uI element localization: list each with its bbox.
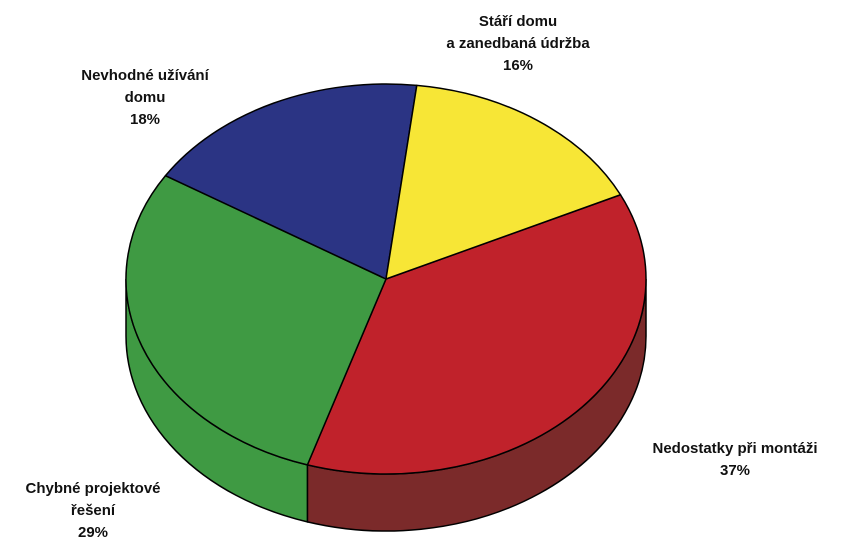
slice-label-line-2-0: Nevhodné užívání bbox=[81, 67, 209, 84]
pie-slice-2 bbox=[164, 83, 418, 280]
slice-label-line-3-0: Stáří domu bbox=[479, 13, 557, 30]
slice-label-line-1-0: Chybné projektové bbox=[25, 480, 160, 497]
pie-slice-1 bbox=[125, 174, 387, 466]
slice-value-0: 37% bbox=[720, 462, 750, 479]
slice-label-0: Nedostatky při montáži 37% bbox=[652, 440, 817, 479]
pie-slice-0 bbox=[306, 193, 647, 475]
slice-value-2: 18% bbox=[130, 111, 160, 128]
slice-label-line-0-0: Nedostatky při montáži bbox=[652, 440, 817, 457]
slice-value-1: 29% bbox=[78, 524, 108, 541]
pie-slice-3 bbox=[385, 84, 622, 280]
pie-labels: Nedostatky při montáži 37% Chybné projekto… bbox=[25, 13, 817, 541]
slice-label-line-2-1: domu bbox=[125, 89, 166, 106]
slice-label-2: Nevhodné užívání domu 18% bbox=[81, 67, 209, 128]
slice-label-3: Stáří domu a zanedbaná údržba 16% bbox=[446, 13, 590, 74]
slice-label-line-3-1: a zanedbaná údržba bbox=[446, 35, 590, 52]
slice-label-line-1-1: řešení bbox=[71, 502, 116, 519]
slice-value-3: 16% bbox=[503, 57, 533, 74]
slice-label-1: Chybné projektové řešení 29% bbox=[25, 480, 160, 541]
pie-slices bbox=[125, 83, 647, 475]
